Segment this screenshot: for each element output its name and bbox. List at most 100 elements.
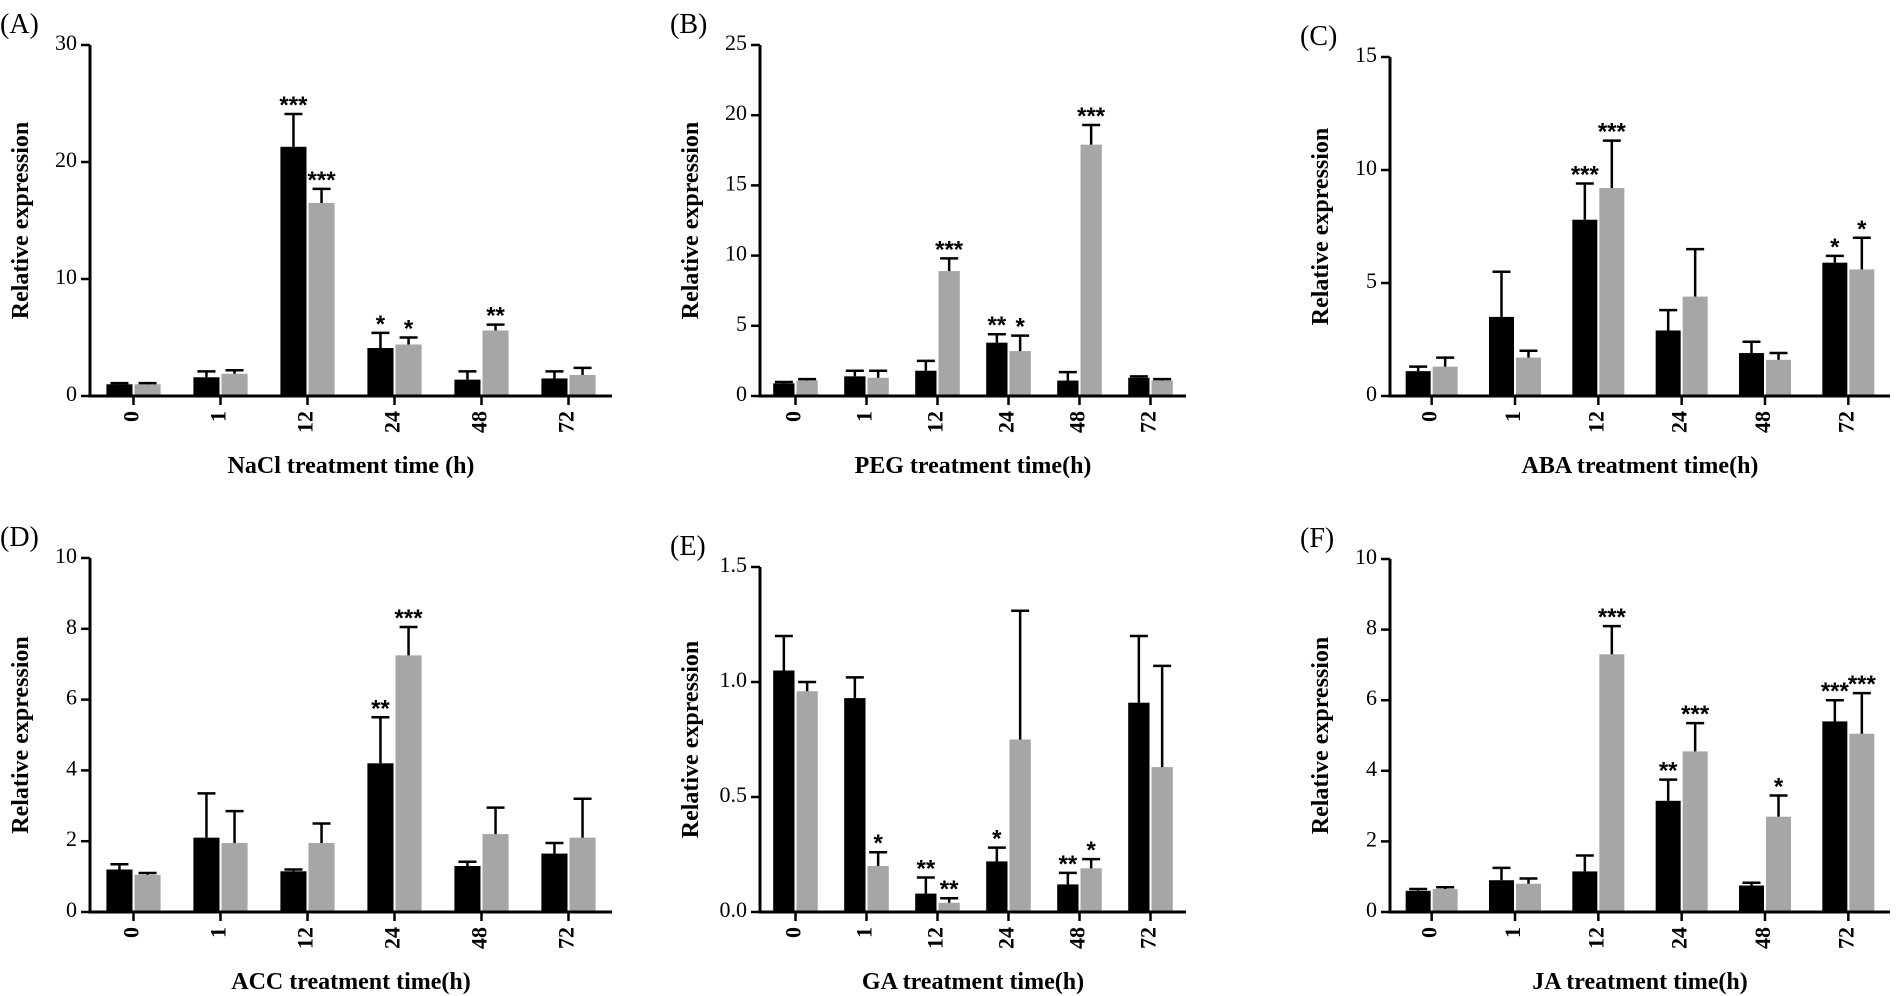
x-tick-label: 0	[1417, 927, 1442, 938]
y-tick-label: 15	[1355, 42, 1377, 67]
axis-lines	[758, 45, 1186, 398]
bar	[1572, 219, 1598, 396]
bar	[221, 842, 248, 912]
y-tick-label: 15	[725, 170, 747, 195]
y-tick-label: 8	[66, 614, 77, 639]
bar	[1572, 871, 1598, 912]
y-tick-label: 0.0	[720, 897, 748, 922]
bar	[773, 670, 795, 912]
bar	[541, 853, 568, 912]
y-tick-label: 5	[1366, 268, 1377, 293]
chart-panel-4: (E)Relative expression0.00.51.01.50*1***…	[670, 531, 1186, 995]
y-tick-label: 8	[1366, 615, 1377, 640]
panel-label: (B)	[670, 9, 707, 40]
y-axis-label: Relative expression	[1308, 128, 1334, 326]
bar	[773, 383, 795, 396]
y-tick-label: 1.5	[720, 552, 748, 577]
significance-label: **	[988, 312, 1007, 339]
significance-label: ***	[1848, 671, 1877, 698]
panel-label: (A)	[0, 9, 39, 40]
y-tick-label: 10	[725, 241, 747, 266]
y-tick-label: 0	[1366, 381, 1377, 406]
y-tick-label: 4	[1366, 756, 1377, 781]
x-axis-label: ABA treatment time(h)	[1522, 453, 1759, 479]
bar	[1682, 751, 1708, 912]
bar	[796, 380, 818, 396]
bar	[106, 869, 133, 912]
bar	[1151, 380, 1173, 396]
significance-label: *	[1086, 837, 1096, 864]
x-tick-label: 48	[467, 927, 492, 949]
x-tick-label: 12	[1583, 411, 1608, 433]
y-tick-label: 0	[736, 381, 747, 406]
bar	[1489, 880, 1514, 912]
bar	[844, 698, 866, 912]
bar	[1080, 144, 1102, 396]
bar	[1516, 357, 1541, 396]
bar	[1822, 721, 1848, 912]
bar	[482, 834, 509, 912]
y-tick-label: 6	[66, 685, 77, 710]
significance-label: *	[376, 311, 386, 338]
y-tick-label: 6	[1366, 685, 1377, 710]
bar	[1849, 733, 1875, 912]
significance-label: **	[371, 695, 390, 722]
bar	[867, 866, 889, 912]
x-tick-label: 0	[119, 411, 144, 422]
x-tick-label: 72	[1833, 927, 1858, 949]
bar	[134, 384, 161, 396]
bar	[308, 202, 335, 396]
significance-label: **	[940, 876, 959, 903]
bar	[1682, 296, 1708, 396]
bar	[1151, 767, 1173, 912]
bar	[395, 344, 422, 396]
axis-lines	[758, 567, 1186, 914]
bar	[1599, 188, 1625, 396]
significance-label: ***	[1077, 103, 1106, 130]
bar	[986, 861, 1008, 912]
significance-label: *	[404, 316, 414, 343]
bar	[1128, 377, 1150, 396]
significance-label: ***	[279, 92, 308, 119]
bar	[308, 842, 335, 912]
bar	[1822, 262, 1848, 396]
bar	[915, 893, 937, 912]
significance-label: ***	[395, 605, 424, 632]
significance-label: *	[873, 830, 883, 857]
significance-label: *	[1830, 234, 1840, 261]
x-tick-label: 72	[554, 927, 579, 949]
y-tick-label: 20	[725, 100, 747, 125]
significance-label: *	[1015, 314, 1025, 341]
y-tick-label: 0	[1366, 897, 1377, 922]
x-tick-label: 0	[781, 927, 806, 938]
x-tick-label: 24	[380, 411, 405, 433]
bar	[1009, 351, 1031, 396]
panel-label: (E)	[670, 531, 706, 562]
panel-label: (D)	[0, 522, 39, 553]
x-tick-label: 12	[293, 927, 318, 949]
y-tick-label: 10	[1355, 544, 1377, 569]
x-tick-label: 48	[1065, 411, 1090, 433]
x-tick-label: 12	[1583, 927, 1608, 949]
x-tick-label: 1	[206, 411, 231, 422]
chart-panel-2: (C) Relative expression 0 5 10 15 0 1 *** *** 12 24…	[1300, 21, 1890, 479]
bar	[1432, 889, 1458, 912]
bar	[1599, 654, 1625, 912]
bar	[569, 837, 596, 912]
bar	[938, 902, 960, 912]
x-axis-label: ACC treatment time(h)	[231, 969, 470, 995]
y-axis-label: Relative expression	[1308, 637, 1334, 835]
y-tick-label: 0.5	[720, 782, 748, 807]
y-axis-label: Relative expression	[678, 122, 704, 320]
x-tick-label: 0	[1417, 411, 1442, 422]
bar	[280, 871, 307, 912]
significance-label: **	[1659, 758, 1678, 785]
significance-label: ***	[1821, 678, 1850, 705]
significance-label: ***	[1571, 162, 1600, 189]
bar	[938, 271, 960, 396]
x-tick-label: 48	[1750, 927, 1775, 949]
bar	[1057, 884, 1079, 912]
significance-label: ***	[1598, 604, 1627, 631]
